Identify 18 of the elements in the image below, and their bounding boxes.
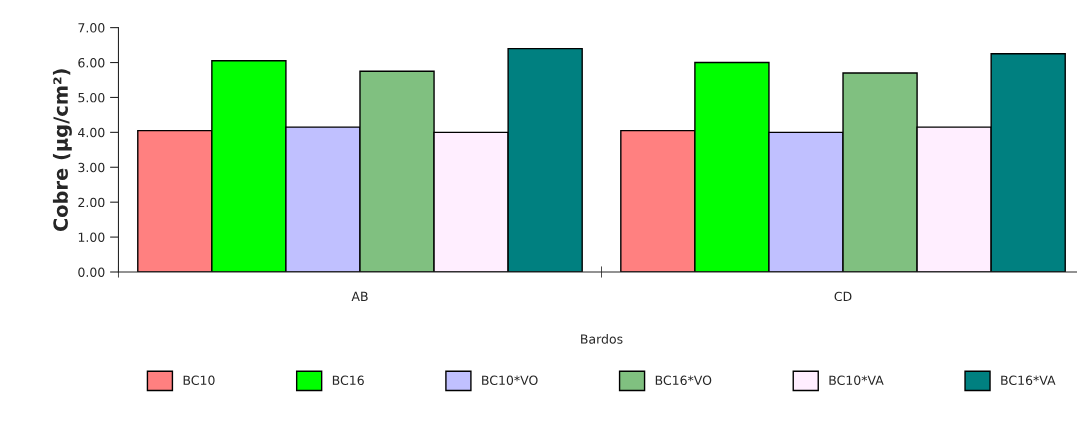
x-tick-label: CD xyxy=(834,291,852,302)
legend-label: BC16*VO xyxy=(655,375,712,386)
y-tick-label: 4.00 xyxy=(78,127,105,138)
legend-label: BC10*VA xyxy=(829,375,884,386)
y-tick-label: 0.00 xyxy=(78,267,105,277)
legend-label: BC10 xyxy=(183,375,215,386)
y-tick-label: 1.00 xyxy=(78,232,105,243)
legend-label: BC16*VA xyxy=(1001,375,1056,386)
y-tick-label: 6.00 xyxy=(78,58,105,68)
x-tick-label: AB xyxy=(351,291,368,301)
legend-label: BC10*VO xyxy=(482,375,538,386)
y-tick-label: 2.00 xyxy=(78,197,105,208)
y-tick-label: 7.00 xyxy=(78,23,105,33)
y-tick-label: 5.00 xyxy=(78,92,105,103)
x-axis-title: Bardos xyxy=(581,334,623,344)
y-axis-title: Cobre (µg/cm²) xyxy=(52,69,72,232)
legend-label: BC16 xyxy=(332,375,364,386)
y-tick-label: 3.00 xyxy=(78,162,105,173)
